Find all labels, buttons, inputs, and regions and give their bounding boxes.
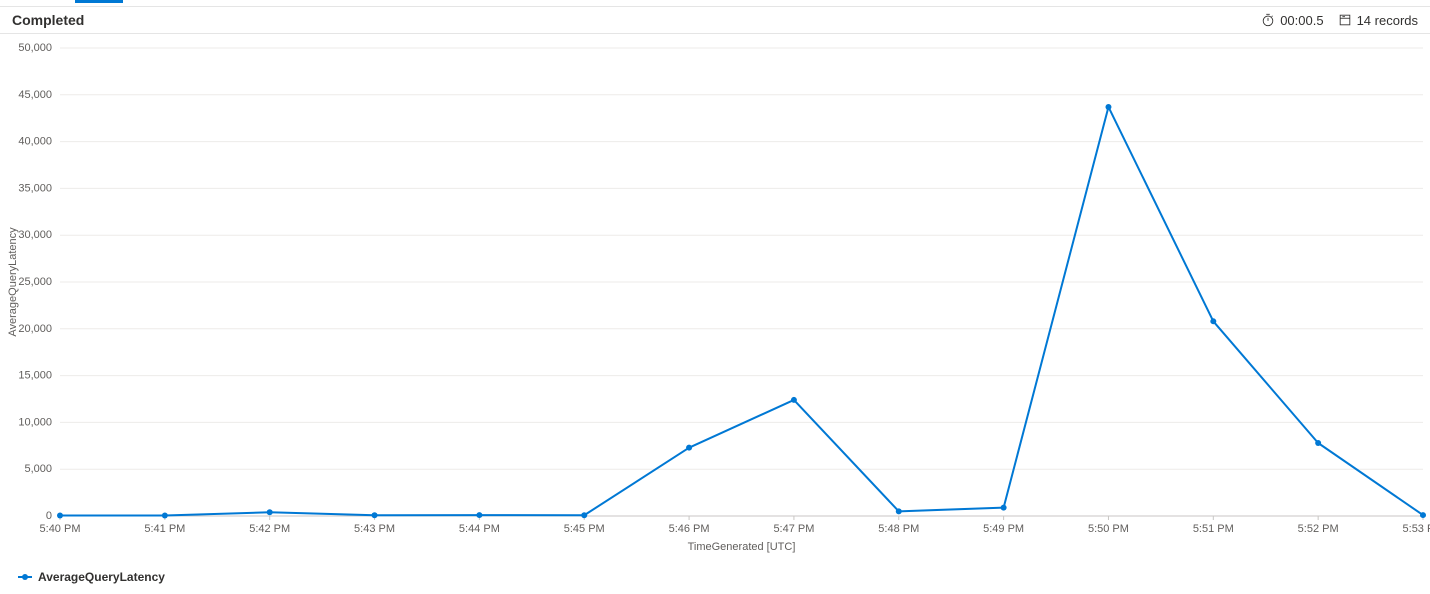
status-text: Completed <box>12 12 84 28</box>
x-tick-label: 5:47 PM <box>773 523 814 535</box>
x-tick-label: 5:50 PM <box>1088 523 1129 535</box>
y-tick-label: 40,000 <box>18 136 52 148</box>
data-point[interactable] <box>686 445 692 451</box>
legend-swatch-icon <box>18 576 32 578</box>
data-point[interactable] <box>1420 512 1426 518</box>
y-tick-label: 5,000 <box>24 463 52 475</box>
timer-text: 00:00.5 <box>1280 13 1323 28</box>
stopwatch-icon <box>1261 13 1275 27</box>
data-point[interactable] <box>476 512 482 518</box>
status-bar: Completed 00:00.5 14 recor <box>0 6 1430 34</box>
chart-legend[interactable]: AverageQueryLatency <box>18 570 165 584</box>
records-meta: 14 records <box>1338 13 1418 28</box>
data-point[interactable] <box>791 397 797 403</box>
x-tick-label: 5:52 PM <box>1298 523 1339 535</box>
y-tick-label: 15,000 <box>18 370 52 382</box>
x-tick-label: 5:45 PM <box>564 523 605 535</box>
data-point[interactable] <box>1105 104 1111 110</box>
x-tick-label: 5:53 PM <box>1403 523 1430 535</box>
data-point[interactable] <box>1210 318 1216 324</box>
data-point[interactable] <box>581 512 587 518</box>
y-tick-label: 50,000 <box>18 42 52 54</box>
data-point[interactable] <box>372 512 378 518</box>
y-tick-label: 0 <box>46 510 52 522</box>
x-axis-title: TimeGenerated [UTC] <box>688 541 796 553</box>
y-tick-label: 10,000 <box>18 416 52 428</box>
chart-container: 0 5,000 10,000 15,000 20,000 25,000 30,000 35,0… <box>0 36 1430 594</box>
x-tick-label: 5:41 PM <box>144 523 185 535</box>
data-point[interactable] <box>267 509 273 515</box>
y-tick-label: 20,000 <box>18 323 52 335</box>
timer-meta: 00:00.5 <box>1261 13 1323 28</box>
records-icon <box>1338 13 1352 27</box>
x-tick-label: 5:48 PM <box>878 523 919 535</box>
x-tick-label: 5:42 PM <box>249 523 290 535</box>
y-tick-label: 35,000 <box>18 182 52 194</box>
data-point[interactable] <box>1001 505 1007 511</box>
header-meta: 00:00.5 14 records <box>1261 13 1418 28</box>
y-tick-label: 30,000 <box>18 229 52 241</box>
y-axis-title: AverageQueryLatency <box>7 227 19 337</box>
x-tick-label: 5:44 PM <box>459 523 500 535</box>
records-text: 14 records <box>1357 13 1418 28</box>
series-line <box>60 107 1423 516</box>
legend-label: AverageQueryLatency <box>38 570 165 584</box>
y-tick-label: 45,000 <box>18 89 52 101</box>
x-tick-label: 5:43 PM <box>354 523 395 535</box>
latency-chart: 0 5,000 10,000 15,000 20,000 25,000 30,000 35,0… <box>0 36 1430 556</box>
x-tick-label: 5:51 PM <box>1193 523 1234 535</box>
data-point[interactable] <box>57 513 63 519</box>
active-tab-indicator <box>75 0 123 3</box>
x-tick-label: 5:46 PM <box>669 523 710 535</box>
data-point[interactable] <box>162 513 168 519</box>
y-tick-label: 25,000 <box>18 276 52 288</box>
x-tick-label: 5:49 PM <box>983 523 1024 535</box>
data-point[interactable] <box>1315 440 1321 446</box>
x-tick-label: 5:40 PM <box>40 523 81 535</box>
data-point[interactable] <box>896 508 902 514</box>
